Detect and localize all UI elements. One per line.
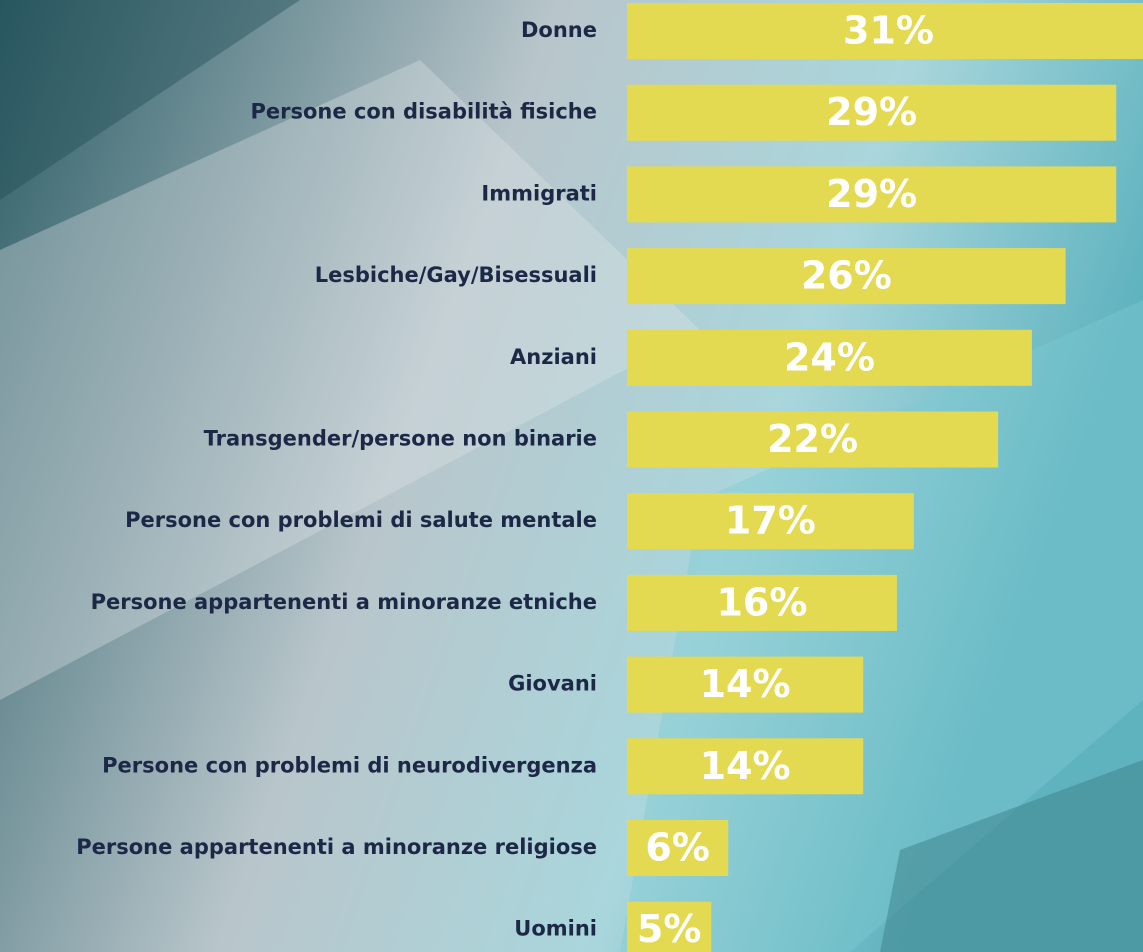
value-label: 16%	[716, 580, 807, 624]
background-shape	[880, 760, 1143, 952]
bar	[627, 820, 729, 876]
plot: Donne 31% Persone con disabilità fisiche 29…	[76, 3, 1143, 952]
value-label: 24%	[784, 335, 875, 379]
bar	[627, 574, 897, 631]
value-label: 29%	[826, 172, 917, 216]
bar	[627, 3, 1143, 59]
background-shape	[0, 60, 700, 700]
category-label: Lesbiche/Gay/Bisessuali	[315, 263, 597, 287]
bar	[627, 656, 864, 713]
background-shape	[0, 0, 300, 200]
bar	[627, 738, 864, 795]
value-label: 17%	[725, 499, 816, 543]
category-label: Donne	[521, 18, 597, 42]
category-label: Transgender/persone non binarie	[204, 427, 597, 451]
category-label: Uomini	[514, 917, 597, 941]
bar	[627, 411, 999, 468]
bar	[627, 493, 914, 550]
value-label: 22%	[767, 417, 858, 461]
value-label: 5%	[637, 907, 702, 951]
bar	[627, 84, 1117, 141]
bar	[627, 166, 1117, 223]
category-label: Persone con problemi di neurodivergenza	[102, 753, 597, 777]
value-label: 14%	[700, 662, 791, 706]
value-label: 26%	[801, 254, 892, 298]
bar	[627, 329, 1032, 386]
bar	[627, 901, 712, 952]
category-label: Persone appartenenti a minoranze etniche	[91, 590, 597, 614]
value-label: 6%	[645, 826, 710, 870]
value-label: 14%	[700, 744, 791, 788]
category-label: Persone appartenenti a minoranze religio…	[76, 835, 597, 859]
bar	[627, 248, 1066, 305]
category-label: Anziani	[510, 345, 597, 369]
value-label: 31%	[843, 9, 934, 53]
value-label: 29%	[826, 90, 917, 134]
category-label: Persone con disabilità fisiche	[250, 100, 597, 124]
category-label: Giovani	[508, 672, 597, 696]
category-label: Persone con problemi di salute mentale	[125, 508, 597, 532]
category-label: Immigrati	[481, 181, 597, 205]
